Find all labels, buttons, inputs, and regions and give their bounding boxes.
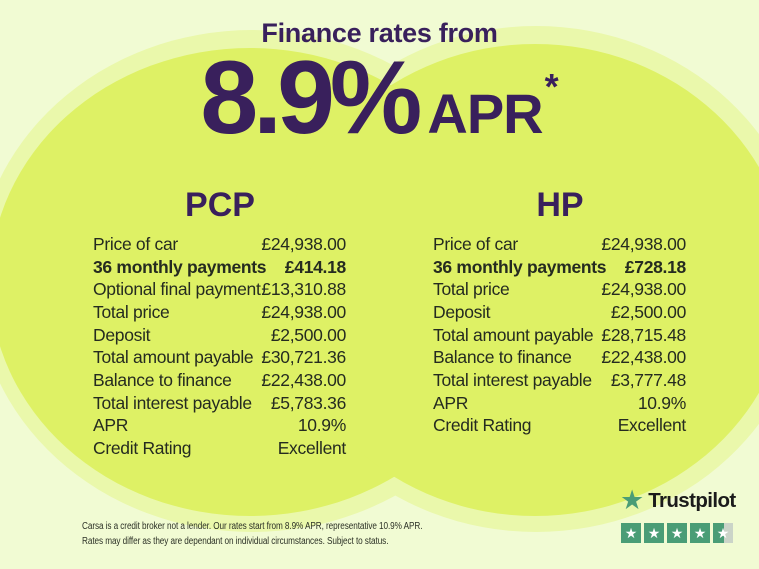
row-label: Total interest payable	[93, 392, 252, 413]
row-value: £22,438.00	[261, 369, 346, 390]
row-label: 36 monthly payments	[433, 256, 607, 277]
table-row: Total amount payable £30,721.36	[93, 346, 346, 369]
row-label: Price of car	[433, 233, 518, 254]
row-value: £24,938.00	[601, 233, 686, 254]
background-blob-right	[280, 44, 759, 516]
row-value: 10.9%	[297, 415, 346, 436]
table-row: Balance to finance £22,438.00	[93, 369, 346, 392]
row-label: Total amount payable	[433, 324, 594, 345]
row-value: £2,500.00	[270, 324, 346, 345]
hp-heading: HP	[536, 186, 584, 224]
table-row: APR 10.9%	[93, 415, 346, 438]
star-box-half: ★	[713, 523, 733, 543]
star-box-full: ★	[690, 523, 710, 543]
rate-value: 8.9%	[200, 40, 422, 156]
row-label: Deposit	[93, 324, 151, 345]
pcp-table: Price of car £24,938.00 36 monthly payme…	[93, 233, 346, 460]
trustpilot-brand: Trustpilot	[648, 488, 736, 512]
row-label: Deposit	[433, 301, 491, 322]
row-label: Price of car	[93, 233, 178, 254]
trustpilot-star-icon: ★	[620, 485, 645, 515]
row-value: £3,777.48	[610, 369, 686, 390]
star-box-full: ★	[644, 523, 664, 543]
row-value: £2,500.00	[610, 301, 686, 322]
row-value: £24,938.00	[601, 279, 686, 300]
row-label: Balance to finance	[93, 369, 232, 390]
row-value: £30,721.36	[261, 347, 346, 368]
row-label: Credit Rating	[433, 415, 532, 436]
row-label: Total interest payable	[433, 369, 592, 390]
rate-headline: 8.9% APR *	[0, 46, 759, 150]
row-value: £728.18	[624, 256, 686, 277]
table-row: 36 monthly payments £728.18	[433, 256, 686, 279]
row-label: APR	[93, 415, 129, 436]
row-label: Credit Rating	[93, 438, 192, 459]
star-box-full: ★	[667, 523, 687, 543]
table-row: Total price £24,938.00	[93, 301, 346, 324]
row-value: £5,783.36	[270, 392, 346, 413]
row-value: £13,310.88	[261, 279, 346, 300]
pcp-heading: PCP	[185, 186, 255, 224]
table-row: Deposit £2,500.00	[93, 324, 346, 347]
table-row: Total interest payable £5,783.36	[93, 392, 346, 415]
row-label: Total price	[433, 279, 510, 300]
row-label: Balance to finance	[433, 347, 572, 368]
rate-unit: APR	[427, 82, 543, 145]
table-row: Optional final payment £13,310.88	[93, 278, 346, 301]
hp-table: Price of car £24,938.00 36 monthly payme…	[433, 233, 686, 437]
row-value: £24,938.00	[261, 233, 346, 254]
row-label: APR	[433, 392, 469, 413]
table-row: Deposit £2,500.00	[433, 301, 686, 324]
row-label: Optional final payment	[93, 279, 261, 300]
row-label: Total price	[93, 301, 170, 322]
table-row: Price of car £24,938.00	[433, 233, 686, 256]
rate-asterisk: *	[544, 66, 559, 107]
row-value: £24,938.00	[261, 301, 346, 322]
row-value: Excellent	[277, 438, 347, 459]
row-value: £22,438.00	[601, 347, 686, 368]
disclaimer: Carsa is a credit broker not a lender. O…	[82, 519, 422, 549]
row-label: Total amount payable	[93, 347, 254, 368]
row-value: Excellent	[617, 415, 687, 436]
row-label: 36 monthly payments	[93, 256, 267, 277]
row-value: £28,715.48	[601, 324, 686, 345]
table-row: APR 10.9%	[433, 392, 686, 415]
table-row: Price of car £24,938.00	[93, 233, 346, 256]
row-value: 10.9%	[637, 392, 686, 413]
table-row: 36 monthly payments £414.18	[93, 256, 346, 279]
table-row: Credit Rating Excellent	[93, 437, 346, 460]
table-row: Credit Rating Excellent	[433, 415, 686, 438]
trustpilot-rating-stars: ★ ★ ★ ★ ★	[621, 523, 733, 543]
table-row: Total price £24,938.00	[433, 278, 686, 301]
table-row: Total amount payable £28,715.48	[433, 324, 686, 347]
finance-title: Finance rates from	[261, 18, 498, 48]
star-box-full: ★	[621, 523, 641, 543]
table-row: Total interest payable £3,777.48	[433, 369, 686, 392]
trustpilot-logo: ★ Trustpilot	[620, 487, 736, 514]
table-row: Balance to finance £22,438.00	[433, 346, 686, 369]
disclaimer-line-2: Rates may differ as they are dependant o…	[82, 536, 389, 547]
row-value: £414.18	[284, 256, 346, 277]
disclaimer-line-1: Carsa is a credit broker not a lender. O…	[82, 521, 423, 532]
